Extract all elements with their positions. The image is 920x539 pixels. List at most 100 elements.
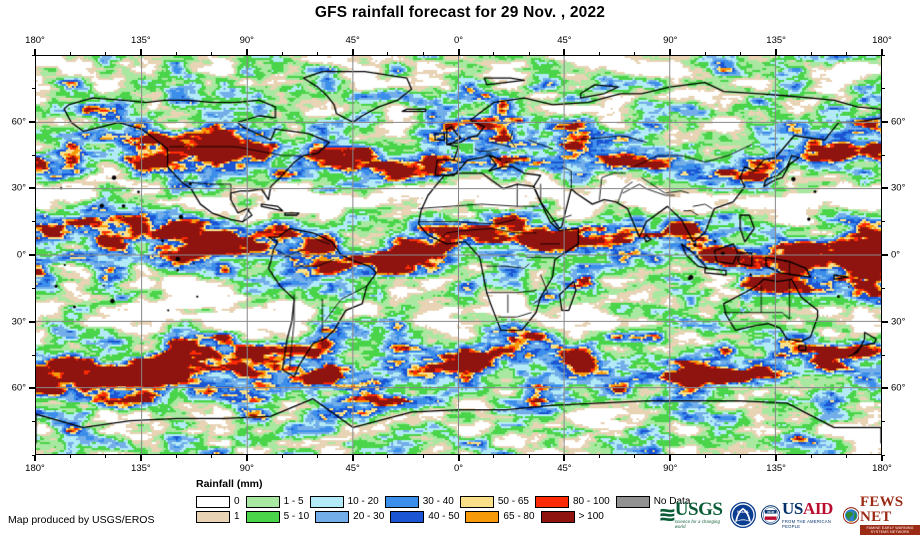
axis-label-x-bottom: 180° (872, 463, 892, 474)
axis-label-x-bottom: 90° (239, 463, 254, 474)
axis-tick (316, 455, 318, 458)
legend-item: 0 (196, 495, 240, 508)
legend: Rainfall (mm) 0 1 - 5 10 - 20 30 - 40 50 - 6… (196, 478, 696, 524)
axis-label-y-left: 60° (11, 382, 26, 394)
axis-tick (34, 455, 36, 461)
axis-label-x-top: 135° (131, 35, 151, 46)
axis-tick (882, 120, 888, 123)
axis-label-y-left: 0° (16, 249, 26, 261)
legend-label: 65 - 80 (503, 511, 535, 522)
axis-tick (846, 52, 848, 55)
axis-tick (281, 455, 283, 458)
axis-tick (810, 52, 812, 55)
axis-tick (634, 455, 636, 458)
legend-label: 20 - 30 (353, 511, 385, 522)
axis-label-x-bottom: 90° (663, 463, 678, 474)
axis-tick (882, 320, 888, 323)
axis-tick (882, 254, 888, 256)
legend-item: 80 - 100 (535, 495, 610, 508)
axis-tick (175, 455, 177, 458)
legend-label: 30 - 40 (422, 496, 454, 507)
legend-label: 5 - 10 (283, 511, 310, 522)
axis-tick (634, 52, 636, 55)
legend-label: 40 - 50 (428, 511, 460, 522)
axis-label-x-bottom: 180° (25, 463, 45, 474)
axis-label-y-right: 60° (891, 116, 906, 128)
legend-swatch (459, 495, 494, 508)
axis-tick (387, 52, 389, 55)
legend-item: 10 - 20 (309, 495, 379, 508)
axis-tick (69, 52, 71, 55)
axis-tick (34, 49, 36, 55)
noaa-seal-icon: NOAA (729, 502, 756, 528)
axis-label-x-top: 180° (25, 35, 45, 46)
noaa-logo: NOAA (729, 498, 756, 532)
axis-tick (69, 455, 71, 458)
legend-swatch (245, 510, 280, 523)
axis-tick (387, 455, 389, 458)
axis-tick (493, 455, 495, 458)
axis-tick (705, 455, 707, 458)
axis-label-x-top: 0° (453, 35, 464, 46)
legend-row: 0 1 - 5 10 - 20 30 - 40 50 - 65 80 - 100 No Da… (196, 494, 696, 509)
axis-label-x-top: 90° (663, 35, 678, 46)
axis-tick (705, 52, 707, 55)
map-credit: Map produced by USGS/EROS (8, 514, 155, 526)
axis-tick (245, 49, 248, 55)
axis-label-y-right: 0° (891, 249, 901, 261)
axis-label-x-bottom: 45° (557, 463, 572, 474)
axis-tick (881, 49, 883, 55)
legend-label: No Data (653, 496, 691, 507)
usaid-logo: USAID USAID FROM THE AMERICAN PEOPLE (760, 498, 838, 532)
axis-tick (740, 52, 742, 55)
legend-swatch (615, 495, 650, 508)
axis-label-x-top: 45° (345, 35, 360, 46)
usgs-logo: USGS science for a changing world (660, 498, 725, 532)
legend-item: 20 - 30 (315, 510, 385, 523)
legend-swatch (196, 495, 230, 508)
legend-swatch (535, 495, 569, 508)
axis-tick (457, 49, 460, 55)
legend-label: 1 - 5 (283, 496, 304, 507)
axis-tick (882, 387, 888, 390)
axis-tick (881, 455, 883, 461)
usgs-wave-icon (660, 508, 675, 521)
axis-label-y-left: 30° (11, 316, 26, 328)
fews-globe-icon (842, 506, 860, 524)
axis-tick (882, 354, 885, 356)
axis-label-x-bottom: 135° (131, 463, 151, 474)
usaid-logo-text: USAID (782, 499, 833, 518)
axis-tick (882, 54, 885, 56)
legend-item: 1 - 5 (245, 495, 304, 508)
axis-tick (210, 455, 212, 458)
usgs-logo-tagline: science for a changing world (674, 519, 720, 529)
usaid-seal-icon: USAID (760, 505, 781, 525)
axis-tick (457, 455, 460, 461)
axis-tick (32, 421, 35, 423)
axis-tick (882, 454, 885, 456)
axis-tick (175, 52, 177, 55)
axis-label-x-bottom: 0° (453, 463, 464, 474)
axis-label-y-right: 30° (891, 182, 906, 194)
axis-tick (669, 49, 672, 55)
axis-label-x-top: 180° (872, 35, 892, 46)
axis-tick (740, 455, 742, 458)
usaid-logo-tagline: FROM THE AMERICAN PEOPLE (782, 519, 832, 529)
fews-logo-tagline: FAMINE EARLY WARNING SYSTEMS NETWORK (860, 525, 920, 535)
fews-logo-text: FEWS NET (860, 494, 904, 525)
legend-item: 65 - 80 (465, 510, 535, 523)
axis-tick (810, 455, 812, 458)
legend-item: No Data (615, 495, 691, 508)
axis-tick (29, 187, 35, 190)
map-plot-area (35, 55, 882, 455)
axis-tick (528, 52, 530, 55)
axis-tick (32, 87, 35, 89)
legend-swatch (465, 510, 500, 523)
axis-tick (846, 455, 848, 458)
axis-tick (29, 254, 35, 256)
axis-tick (29, 387, 35, 390)
axis-label-x-top: 90° (239, 35, 254, 46)
fews-logo: FEWS NET FAMINE EARLY WARNING SYSTEMS NE… (842, 494, 920, 535)
logo-bar: USGS science for a changing world NOAA U… (660, 494, 920, 535)
axis-tick (563, 49, 566, 55)
